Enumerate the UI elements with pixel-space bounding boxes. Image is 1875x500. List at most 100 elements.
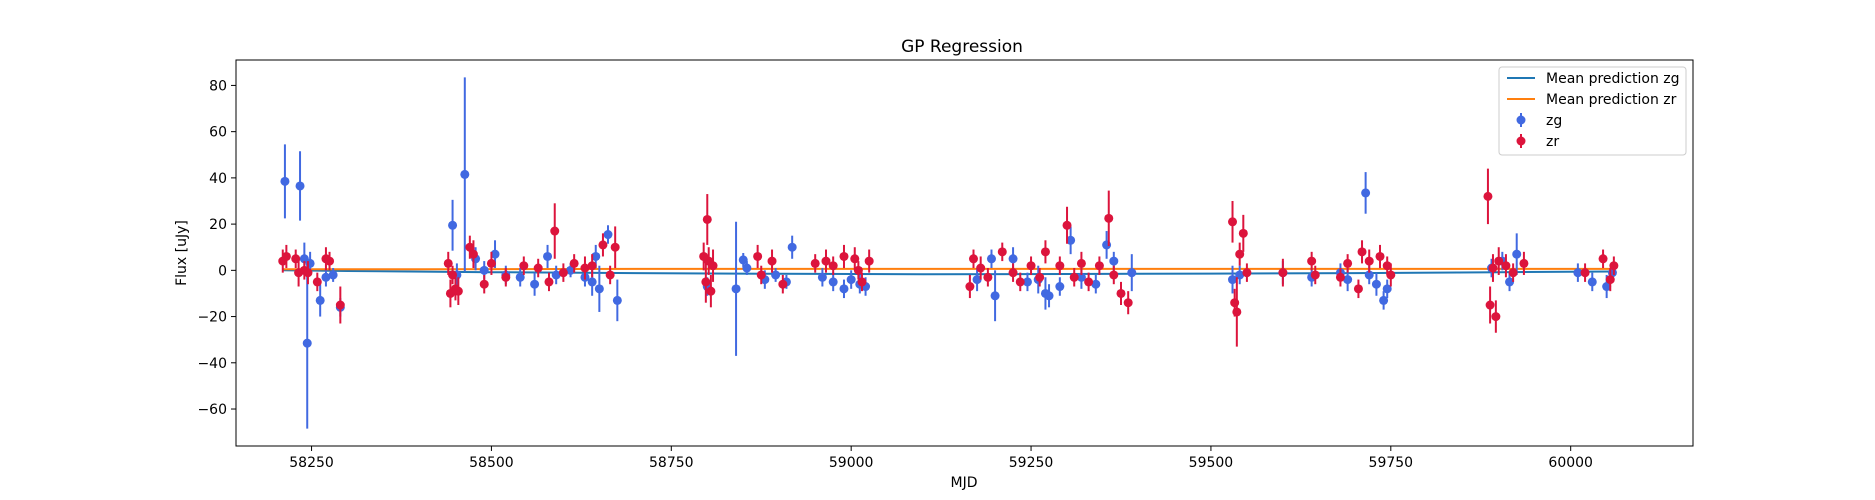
y-tick-label: 20 <box>209 217 227 233</box>
data-point-zg <box>742 263 752 273</box>
data-point-zr <box>983 272 993 282</box>
data-point-zg <box>771 270 781 280</box>
data-point-zg <box>1602 282 1612 292</box>
data-point-zr <box>1580 268 1590 278</box>
y-axis-ticks: −60 −40 −20 0 20 40 60 80 <box>197 78 236 418</box>
data-point-zg <box>1127 268 1137 278</box>
data-point-zg <box>828 277 838 287</box>
data-points <box>278 77 1619 429</box>
data-point-zr <box>1238 228 1248 238</box>
data-point-zr <box>1094 261 1104 271</box>
data-point-zr <box>968 254 978 264</box>
data-point-zr <box>1307 256 1317 266</box>
data-point-zg <box>1371 279 1381 289</box>
y-tick-label: 60 <box>209 125 227 141</box>
data-point-zr <box>569 258 579 268</box>
data-point-zg <box>839 284 849 294</box>
data-point-zr <box>1609 261 1619 271</box>
data-point-zr <box>519 261 529 271</box>
data-point-zr <box>281 251 291 261</box>
data-point-zr <box>1116 288 1126 298</box>
x-tick-label: 58750 <box>649 455 694 471</box>
data-point-zg <box>817 272 827 282</box>
data-point-zr <box>1357 247 1367 257</box>
data-point-zr <box>1055 261 1065 271</box>
data-point-zr <box>448 270 458 280</box>
legend: Mean prediction zg Mean prediction zr zg… <box>1498 66 1687 156</box>
data-point-zr <box>1501 261 1511 271</box>
data-point-zr <box>605 270 615 280</box>
data-point-zg <box>1343 275 1353 285</box>
data-point-zr <box>1235 249 1245 259</box>
data-point-zr <box>701 277 711 287</box>
data-point-zr <box>976 263 986 273</box>
data-point-zr <box>303 268 313 278</box>
data-point-zr <box>1109 270 1119 280</box>
data-point-zg <box>1235 270 1245 280</box>
data-point-zr <box>1242 268 1252 278</box>
data-point-zg <box>1109 256 1119 266</box>
data-point-zg <box>1066 235 1076 245</box>
data-point-zr <box>1343 258 1353 268</box>
data-point-zg <box>543 251 553 261</box>
data-point-zg <box>479 265 489 275</box>
data-point-zg <box>591 251 601 261</box>
data-point-zg <box>603 230 613 240</box>
data-point-zr <box>1483 191 1493 201</box>
data-point-zr <box>1494 256 1504 266</box>
data-point-zg <box>328 270 338 280</box>
data-point-zr <box>1015 277 1025 287</box>
data-point-zg <box>448 220 458 230</box>
legend-marker <box>1516 115 1526 125</box>
data-point-zg <box>1364 270 1374 280</box>
data-point-zg <box>738 255 748 265</box>
data-point-zr <box>465 242 475 252</box>
x-tick-label: 58250 <box>289 455 334 471</box>
data-point-zg <box>986 254 996 264</box>
data-point-zr <box>1008 268 1018 278</box>
x-axis-ticks: 58250 58500 58750 59000 59250 59500 59750 60000 <box>289 446 1593 471</box>
data-point-zg <box>1379 295 1389 305</box>
data-point-zr <box>857 277 867 287</box>
data-point-zg <box>1076 272 1086 282</box>
data-point-zr <box>558 268 568 278</box>
data-point-zr <box>1076 258 1086 268</box>
data-point-zr <box>335 300 345 310</box>
legend-label-mean-zr: Mean prediction zr <box>1546 92 1677 108</box>
legend-swatch-zr <box>1516 134 1526 148</box>
data-point-zg <box>1587 277 1597 287</box>
axes-frame <box>235 59 1694 447</box>
data-point-zg <box>1228 275 1238 285</box>
data-point-zg <box>315 295 325 305</box>
data-point-zr <box>544 277 554 287</box>
data-point-zg <box>1091 279 1101 289</box>
data-point-zr <box>501 272 511 282</box>
data-point-zg <box>1505 277 1515 287</box>
y-tick-label: −40 <box>197 356 227 372</box>
data-point-zr <box>756 270 766 280</box>
data-point-zg <box>295 181 305 191</box>
data-point-zr <box>453 286 463 296</box>
data-point-zr <box>1353 284 1363 294</box>
data-point-zr <box>1488 263 1498 273</box>
x-tick-label: 59000 <box>829 455 874 471</box>
data-point-zr <box>1335 272 1345 282</box>
data-point-zr <box>1364 256 1374 266</box>
data-point-zr <box>312 277 322 287</box>
data-point-zr <box>486 258 496 268</box>
y-tick-label: 80 <box>209 78 227 94</box>
mean-prediction-line-zg <box>282 269 1614 276</box>
data-point-zr <box>864 256 874 266</box>
legend-label-mean-zg: Mean prediction zg <box>1546 71 1680 87</box>
data-point-zr <box>443 258 453 268</box>
x-tick-label: 59250 <box>1009 455 1054 471</box>
data-point-zr <box>821 256 831 266</box>
data-point-zr <box>853 265 863 275</box>
data-point-zr <box>997 247 1007 257</box>
x-axis-label: MJD <box>951 475 978 491</box>
data-point-zg <box>1008 254 1018 264</box>
data-point-zg <box>302 338 312 348</box>
data-point-zr <box>1519 258 1529 268</box>
data-point-zr <box>1598 254 1608 264</box>
data-point-zr <box>1228 217 1238 227</box>
